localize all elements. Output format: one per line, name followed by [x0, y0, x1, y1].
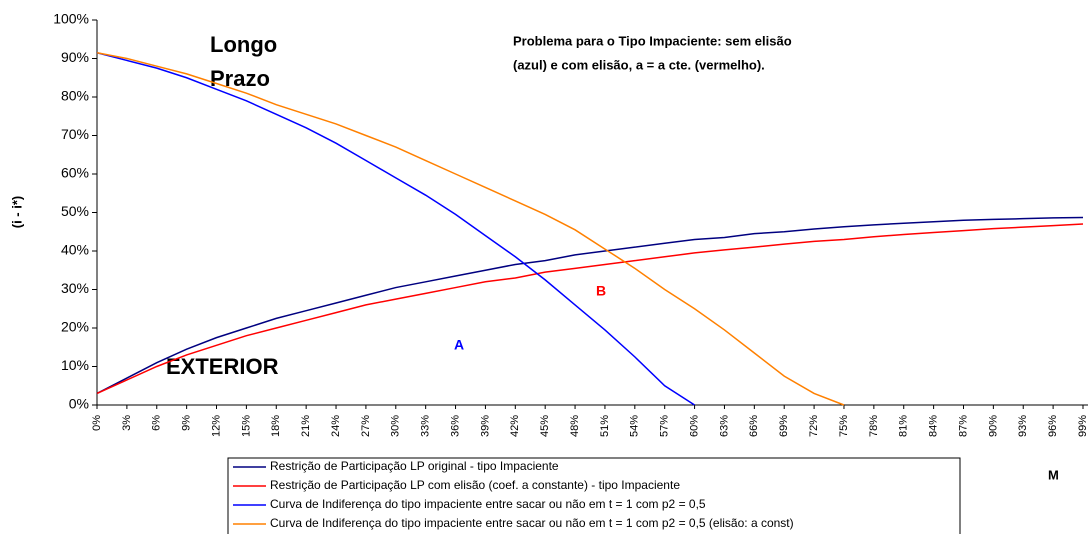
y-tick-label: 30%	[61, 280, 89, 296]
x-tick-label: 18%	[270, 415, 282, 437]
x-tick-label: 60%	[688, 415, 700, 437]
x-tick-label: 75%	[838, 415, 850, 437]
y-tick-label: 90%	[61, 49, 89, 65]
x-tick-label: 12%	[210, 415, 222, 437]
legend-label: Curva de Indiferença do tipo impaciente …	[270, 516, 794, 530]
x-tick-label: 90%	[987, 415, 999, 437]
x-tick-label: 81%	[898, 415, 910, 437]
y-axis-label: (i - i*)	[9, 196, 24, 229]
x-tick-label: 99%	[1077, 415, 1088, 437]
series-line	[96, 51, 845, 406]
x-tick-label: 30%	[390, 415, 402, 437]
x-tick-label: 27%	[360, 415, 372, 437]
x-tick-label: 21%	[300, 415, 312, 437]
x-tick-label: 33%	[420, 415, 432, 437]
legend-box	[227, 457, 961, 534]
y-tick-label: 100%	[53, 11, 89, 27]
annotation: Prazo	[210, 66, 270, 91]
y-tick-label: 10%	[61, 357, 89, 373]
x-tick-label: 51%	[599, 415, 611, 437]
x-tick-label: 45%	[539, 415, 551, 437]
x-tick-label: 54%	[629, 415, 641, 437]
x-axis-label: M	[1048, 467, 1059, 482]
x-tick-label: 24%	[330, 415, 342, 437]
y-tick-label: 80%	[61, 88, 89, 104]
note-line: Problema para o Tipo Impaciente: sem eli…	[513, 33, 792, 48]
series-line	[96, 216, 1084, 395]
legend-label: Restrição de Participação LP com elisão …	[270, 478, 680, 492]
x-tick-label: 15%	[240, 415, 252, 437]
x-tick-label: 39%	[479, 415, 491, 437]
y-tick-label: 0%	[69, 396, 89, 412]
x-tick-label: 6%	[151, 415, 163, 431]
annotation: EXTERIOR	[166, 354, 279, 379]
x-tick-label: 96%	[1047, 415, 1059, 437]
y-tick-label: 60%	[61, 165, 89, 181]
note-line: (azul) e com elisão, a = a cte. (vermelh…	[513, 57, 765, 72]
x-tick-label: 66%	[748, 415, 760, 437]
x-tick-label: 63%	[718, 415, 730, 437]
y-tick-label: 40%	[61, 242, 89, 258]
x-tick-label: 93%	[1017, 415, 1029, 437]
y-tick-label: 70%	[61, 126, 89, 142]
legend-label: Restrição de Participação LP original - …	[270, 459, 559, 473]
y-tick-label: 20%	[61, 319, 89, 335]
y-tick-label: 50%	[61, 203, 89, 219]
annotation: Longo	[210, 32, 277, 57]
x-tick-label: 87%	[957, 415, 969, 437]
x-tick-label: 42%	[509, 415, 521, 437]
legend-label: Curva de Indiferença do tipo impaciente …	[270, 497, 706, 511]
series-line	[96, 223, 1084, 395]
x-tick-label: 9%	[181, 415, 193, 431]
x-tick-label: 57%	[659, 415, 671, 437]
x-tick-label: 3%	[121, 415, 133, 431]
annotation: A	[454, 337, 464, 353]
annotation: B	[596, 283, 606, 299]
x-tick-label: 48%	[569, 415, 581, 437]
series-line	[96, 51, 695, 406]
x-tick-label: 84%	[928, 415, 940, 437]
x-tick-label: 69%	[778, 415, 790, 437]
x-tick-label: 78%	[868, 415, 880, 437]
x-tick-label: 72%	[808, 415, 820, 437]
x-tick-label: 36%	[449, 415, 461, 437]
x-tick-label: 0%	[91, 415, 103, 431]
